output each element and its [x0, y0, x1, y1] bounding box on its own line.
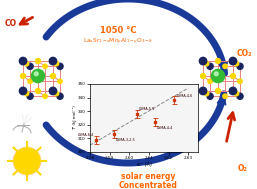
Circle shape: [27, 63, 33, 69]
Circle shape: [31, 69, 45, 83]
Circle shape: [199, 57, 207, 65]
Circle shape: [58, 79, 62, 84]
Text: O₂: O₂: [238, 164, 248, 173]
Circle shape: [238, 79, 242, 84]
Circle shape: [229, 57, 237, 65]
Circle shape: [49, 57, 57, 65]
Text: LSMA-5,5: LSMA-5,5: [139, 107, 155, 111]
Circle shape: [34, 72, 38, 76]
Circle shape: [43, 94, 47, 98]
Circle shape: [54, 61, 59, 66]
Circle shape: [212, 69, 225, 83]
Circle shape: [50, 74, 56, 78]
Text: Concentrated: Concentrated: [118, 181, 177, 189]
Circle shape: [21, 74, 25, 78]
Circle shape: [24, 91, 29, 96]
Text: solar energy: solar energy: [121, 172, 175, 181]
X-axis label: aᵒʳ (Å): aᵒʳ (Å): [136, 162, 151, 167]
Text: La$_x$Sr$_{1-x}$Mn$_y$Al$_{1-y}$O$_3$: La$_x$Sr$_{1-x}$Mn$_y$Al$_{1-y}$O$_3$: [97, 132, 159, 142]
Circle shape: [35, 59, 40, 64]
Text: LSMA-6,4: LSMA-6,4: [78, 133, 94, 137]
Text: La$_x$Sr$_{1-x}$Mn$_y$Al$_{1-y}$O$_{3-\delta}$: La$_x$Sr$_{1-x}$Mn$_y$Al$_{1-y}$O$_{3-\d…: [83, 37, 153, 47]
Text: CO₂: CO₂: [237, 49, 252, 58]
Circle shape: [216, 59, 221, 64]
Circle shape: [223, 94, 227, 98]
Text: LSMA-4,4: LSMA-4,4: [157, 126, 173, 130]
Circle shape: [57, 63, 63, 69]
Text: 1400 °C: 1400 °C: [110, 144, 146, 153]
Circle shape: [231, 74, 235, 78]
Circle shape: [207, 63, 213, 69]
Circle shape: [204, 61, 209, 66]
Circle shape: [237, 93, 243, 99]
Circle shape: [28, 79, 32, 84]
Circle shape: [24, 61, 29, 66]
Circle shape: [207, 93, 213, 99]
Text: LSMA-4,6: LSMA-4,6: [176, 94, 193, 98]
Circle shape: [223, 64, 227, 69]
Circle shape: [19, 57, 27, 65]
Circle shape: [49, 87, 57, 95]
Circle shape: [199, 87, 207, 95]
Circle shape: [214, 72, 218, 76]
Text: CO: CO: [5, 19, 17, 28]
Circle shape: [14, 148, 40, 174]
Circle shape: [54, 91, 59, 96]
Circle shape: [27, 93, 33, 99]
Text: 1050 °C: 1050 °C: [100, 26, 136, 35]
Circle shape: [43, 64, 47, 69]
Circle shape: [237, 63, 243, 69]
Circle shape: [204, 91, 209, 96]
Text: LSMA-3,2.5: LSMA-3,2.5: [116, 139, 135, 143]
Y-axis label: T² (kJ mol⁻¹): T² (kJ mol⁻¹): [72, 106, 77, 130]
Circle shape: [234, 91, 239, 96]
Circle shape: [229, 87, 237, 95]
Circle shape: [57, 93, 63, 99]
Circle shape: [35, 88, 40, 93]
Circle shape: [200, 74, 206, 78]
Circle shape: [216, 88, 221, 93]
Circle shape: [19, 87, 27, 95]
Circle shape: [234, 61, 239, 66]
Circle shape: [208, 79, 212, 84]
